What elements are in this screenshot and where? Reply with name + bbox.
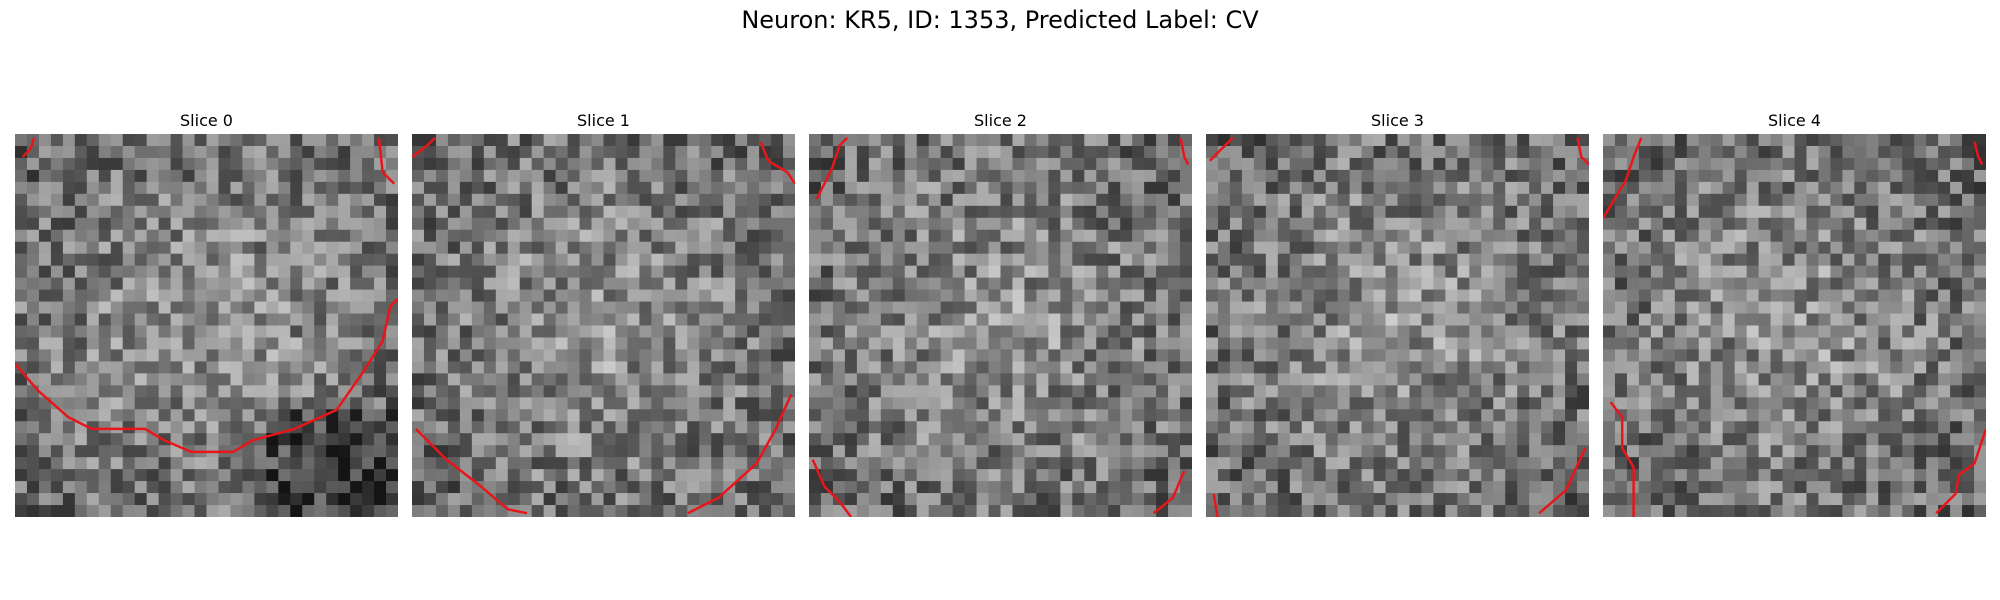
slice-image (412, 134, 795, 517)
slice-panel-3: Slice 3 (1206, 108, 1589, 517)
slice-image (809, 134, 1192, 517)
slice-panel-1: Slice 1 (412, 108, 795, 517)
slice-panel-0: Slice 0 (15, 108, 398, 517)
slice-image (15, 134, 398, 517)
slice-title: Slice 4 (1603, 108, 1986, 134)
slice-title: Slice 0 (15, 108, 398, 134)
slice-panel-2: Slice 2 (809, 108, 1192, 517)
slice-pixel-grid (15, 134, 398, 517)
slice-title: Slice 3 (1206, 108, 1589, 134)
slice-title: Slice 1 (412, 108, 795, 134)
slice-pixel-grid (1603, 134, 1986, 517)
figure-title: Neuron: KR5, ID: 1353, Predicted Label: … (0, 6, 2000, 34)
slice-pixel-grid (412, 134, 795, 517)
slice-panel-4: Slice 4 (1603, 108, 1986, 517)
slice-image (1206, 134, 1589, 517)
slice-title: Slice 2 (809, 108, 1192, 134)
slice-pixel-grid (809, 134, 1192, 517)
slice-image (1603, 134, 1986, 517)
slice-pixel-grid (1206, 134, 1589, 517)
